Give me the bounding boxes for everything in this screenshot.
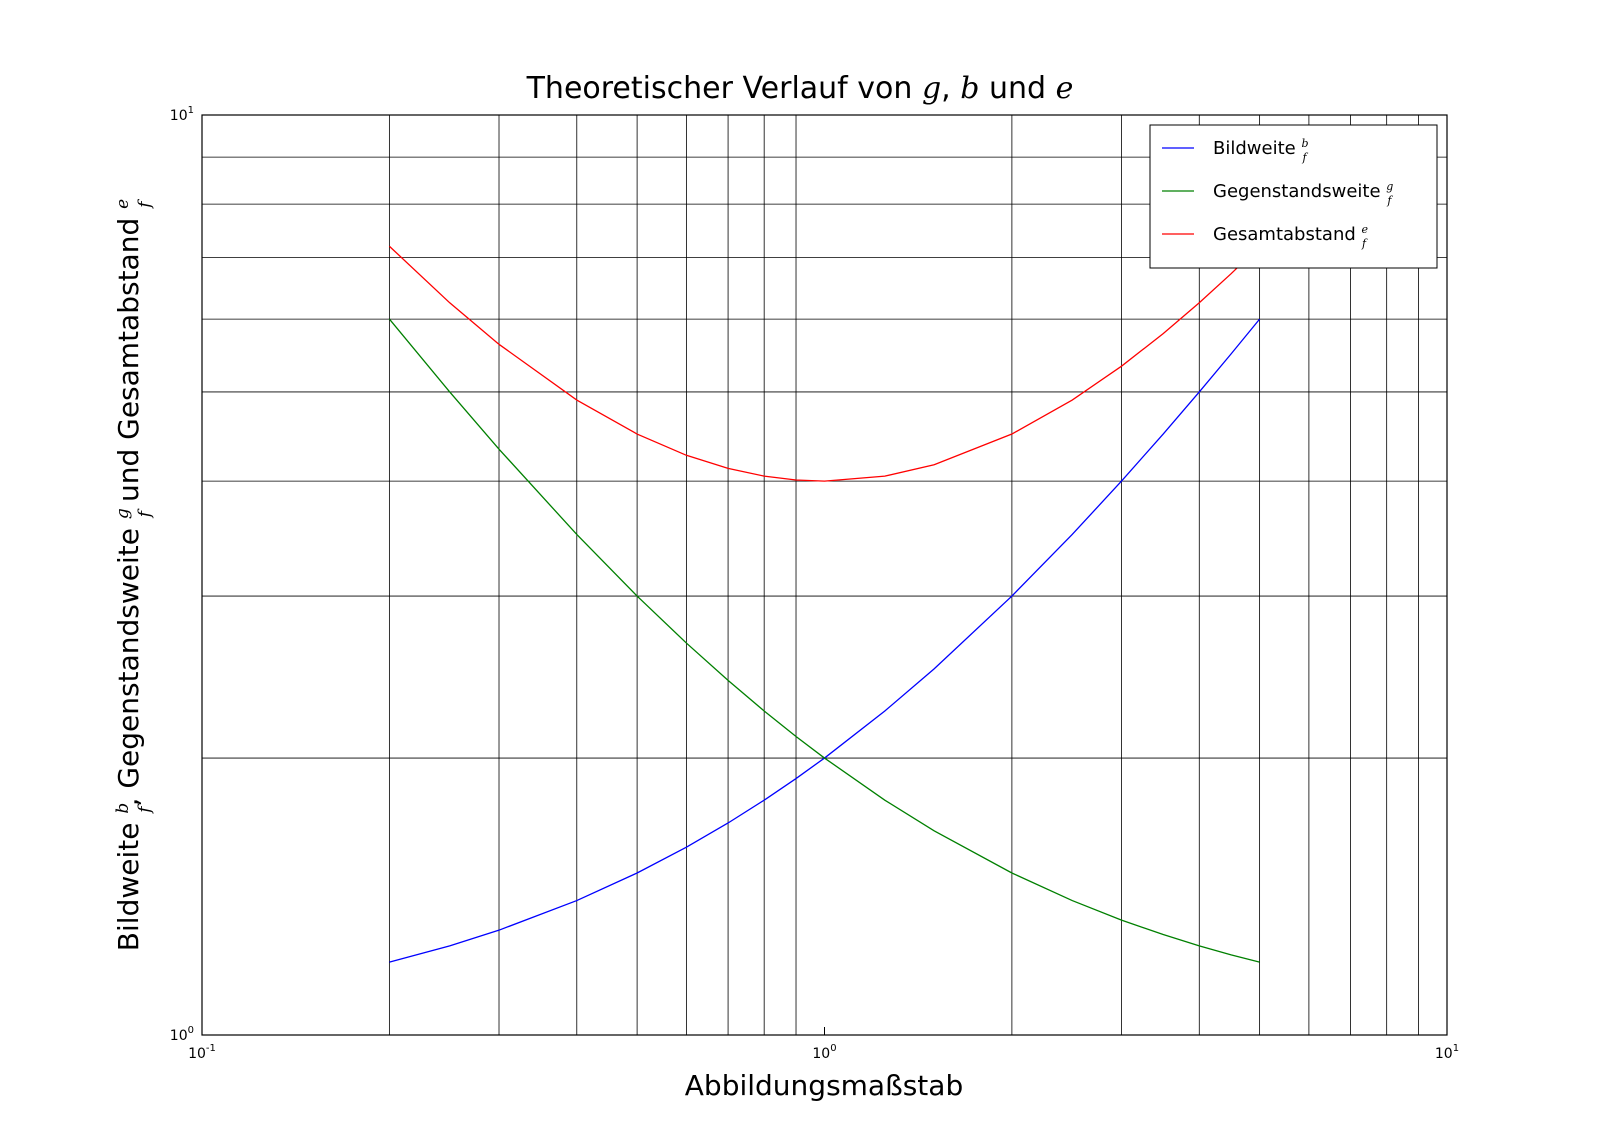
chart-title: Theoretischer Verlauf von g, b und e: [526, 71, 1074, 106]
series-lines: [388, 245, 1261, 963]
legend-items: Bildweite b f Gegenstandsweite g f Gesamtabs…: [1162, 137, 1393, 250]
legend-box: [1149, 124, 1438, 269]
y-tick-label: 101: [170, 105, 194, 124]
series-line-gesamtabstand: [388, 245, 1261, 482]
x-tick-label: 100: [812, 1043, 836, 1062]
x-tick-label: 10-1: [188, 1043, 216, 1062]
legend: Bildweite b f Gegenstandsweite g f Gesamtabs…: [1149, 124, 1438, 269]
x-tick-label: 101: [1435, 1043, 1459, 1062]
x-axis-label: Abbildungsmaßstab: [685, 1069, 963, 1102]
y-tick-label: 100: [170, 1025, 194, 1044]
series-line-gegenstandsweite: [388, 318, 1260, 963]
